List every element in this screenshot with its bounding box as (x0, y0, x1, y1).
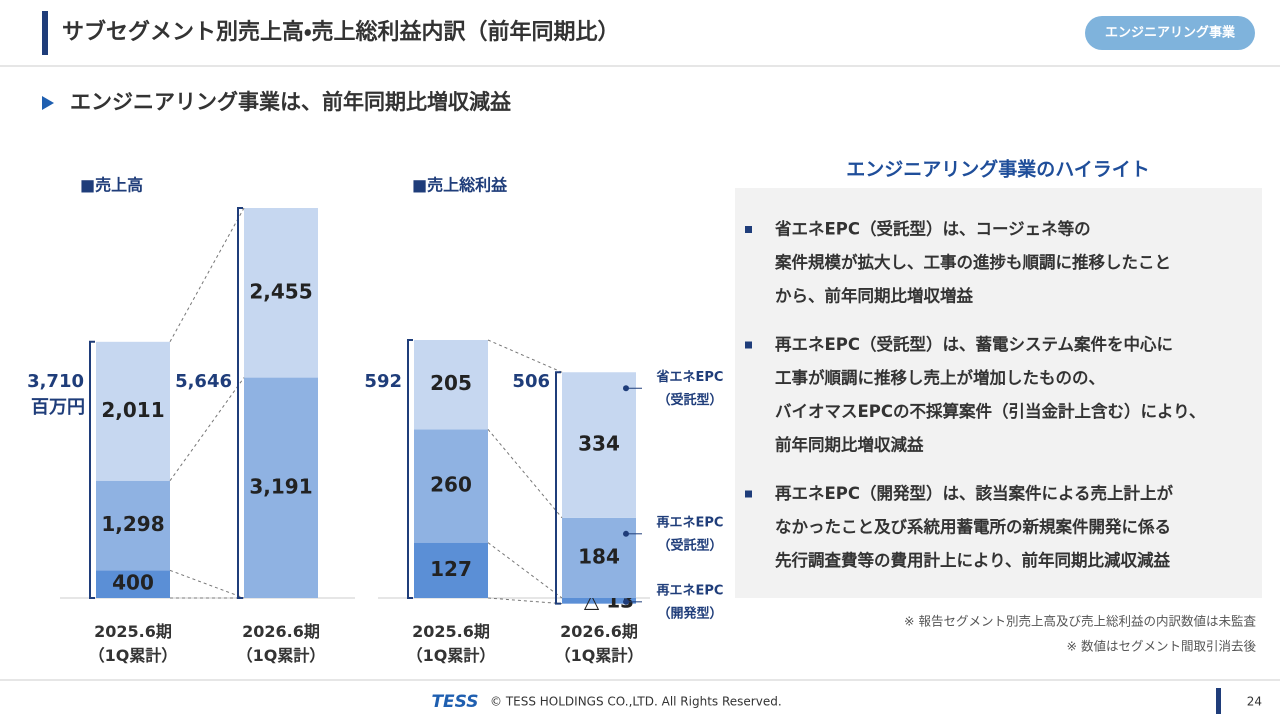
copyright: © TESS HOLDINGS CO.,LTD. All Rights Rese… (490, 695, 782, 709)
bar-segment (562, 517, 636, 598)
chart-title: ■売上総利益 (412, 176, 508, 195)
bar-segment (562, 372, 636, 518)
connector (169, 377, 245, 482)
data-label: 3,191 (249, 474, 312, 498)
x-tick-label: 2026.6期（1Q累計） (555, 622, 644, 665)
bar-segment (96, 480, 170, 571)
legend-label: 再エネEPC （開発型） (657, 583, 724, 621)
unit-label: 百万円 (31, 397, 85, 418)
connector (487, 339, 563, 373)
logo: TESS (431, 692, 478, 712)
bullet-text: 先行調査費等の費用計上により、前年同期比減収減益 (775, 550, 1171, 570)
data-label: 2,455 (249, 279, 312, 303)
bullet-text: バイオマスEPCの不採算案件（引当金計上含む）により、 (775, 401, 1205, 421)
connector (169, 207, 245, 343)
bar-segment (96, 570, 170, 598)
total-label: 5,646 (175, 371, 232, 392)
connector (487, 429, 563, 519)
bullet-marker (745, 226, 752, 233)
bullet-marker (745, 341, 752, 349)
highlight-title: エンジニアリング事業のハイライト (846, 158, 1150, 181)
data-label: 260 (430, 472, 472, 496)
legend-label: 省エネEPC （受託型） (656, 368, 724, 407)
total-label: 506 (512, 371, 550, 392)
bullet-text: 省エネEPC（受託型）は、コージェネ等の (774, 219, 1091, 239)
connector (487, 542, 563, 599)
total-label: 3,710 (27, 371, 84, 392)
bar-segment (562, 598, 636, 604)
slide-title: サブセグメント別売上高・売上総利益内訳（前年同期比） (62, 19, 619, 45)
note: ※ 報告セグメント別売上高及び売上総利益の内訳数値は未監査 (904, 614, 1256, 629)
bullet-text: 案件規模が拡大し、工事の進捗も順調に推移したこと (774, 252, 1171, 272)
page-accent (1216, 688, 1221, 714)
bullet-text: 前年同期比増収減益 (775, 435, 924, 455)
page-number: 24 (1247, 695, 1262, 709)
x-tick-label: 2025.6期（1Q累計） (89, 622, 178, 665)
data-label: 205 (430, 371, 472, 395)
connector (169, 569, 245, 599)
total-label: 592 (364, 371, 402, 392)
bar-segment (244, 208, 318, 378)
x-tick-label: 2026.6期（1Q累計） (237, 622, 326, 665)
data-label: 400 (112, 571, 154, 595)
total-bracket (89, 340, 95, 599)
data-label: 334 (578, 432, 620, 456)
badge (1085, 16, 1255, 50)
total-bracket (407, 339, 413, 599)
bullet-text: から、前年同期比増収増益 (775, 286, 974, 306)
bar-segment (414, 340, 488, 430)
bullet-text: 再エネEPC（受託型）は、蓄電システム案件を中心に (775, 334, 1173, 354)
chart-title: ■売上高 (80, 176, 143, 195)
subtitle: エンジニアリング事業は、前年同期比増収減益 (70, 90, 512, 114)
data-label: 1,298 (101, 512, 164, 536)
badge-text: エンジニアリング事業 (1105, 25, 1236, 41)
note: ※ 数値はセグメント間取引消去後 (1067, 639, 1257, 654)
x-tick-label: 2025.6期（1Q累計） (407, 622, 496, 665)
bullet-text: 再エネEPC（開発型）は、該当案件による売上計上が (775, 483, 1173, 503)
data-label: 184 (578, 544, 620, 568)
title-accent (42, 11, 48, 55)
bar-segment (414, 429, 488, 543)
bullet-marker (745, 490, 752, 498)
subtitle-marker (42, 96, 54, 110)
highlight-box (735, 188, 1262, 598)
data-label: 127 (430, 557, 472, 581)
connector (487, 597, 563, 605)
total-bracket (555, 371, 561, 605)
total-bracket (237, 207, 243, 599)
legend-label: 再エネEPC （受託型） (657, 515, 724, 553)
bar-segment (96, 341, 170, 481)
bar-segment (244, 377, 318, 598)
bullet-text: 工事が順調に推移し売上が増加したものの、 (775, 368, 1105, 388)
data-label: 2,011 (101, 398, 164, 422)
bar-segment (414, 542, 488, 598)
bullet-text: なかったこと及び系統用蓄電所の新規案件開発に係る (775, 517, 1171, 537)
